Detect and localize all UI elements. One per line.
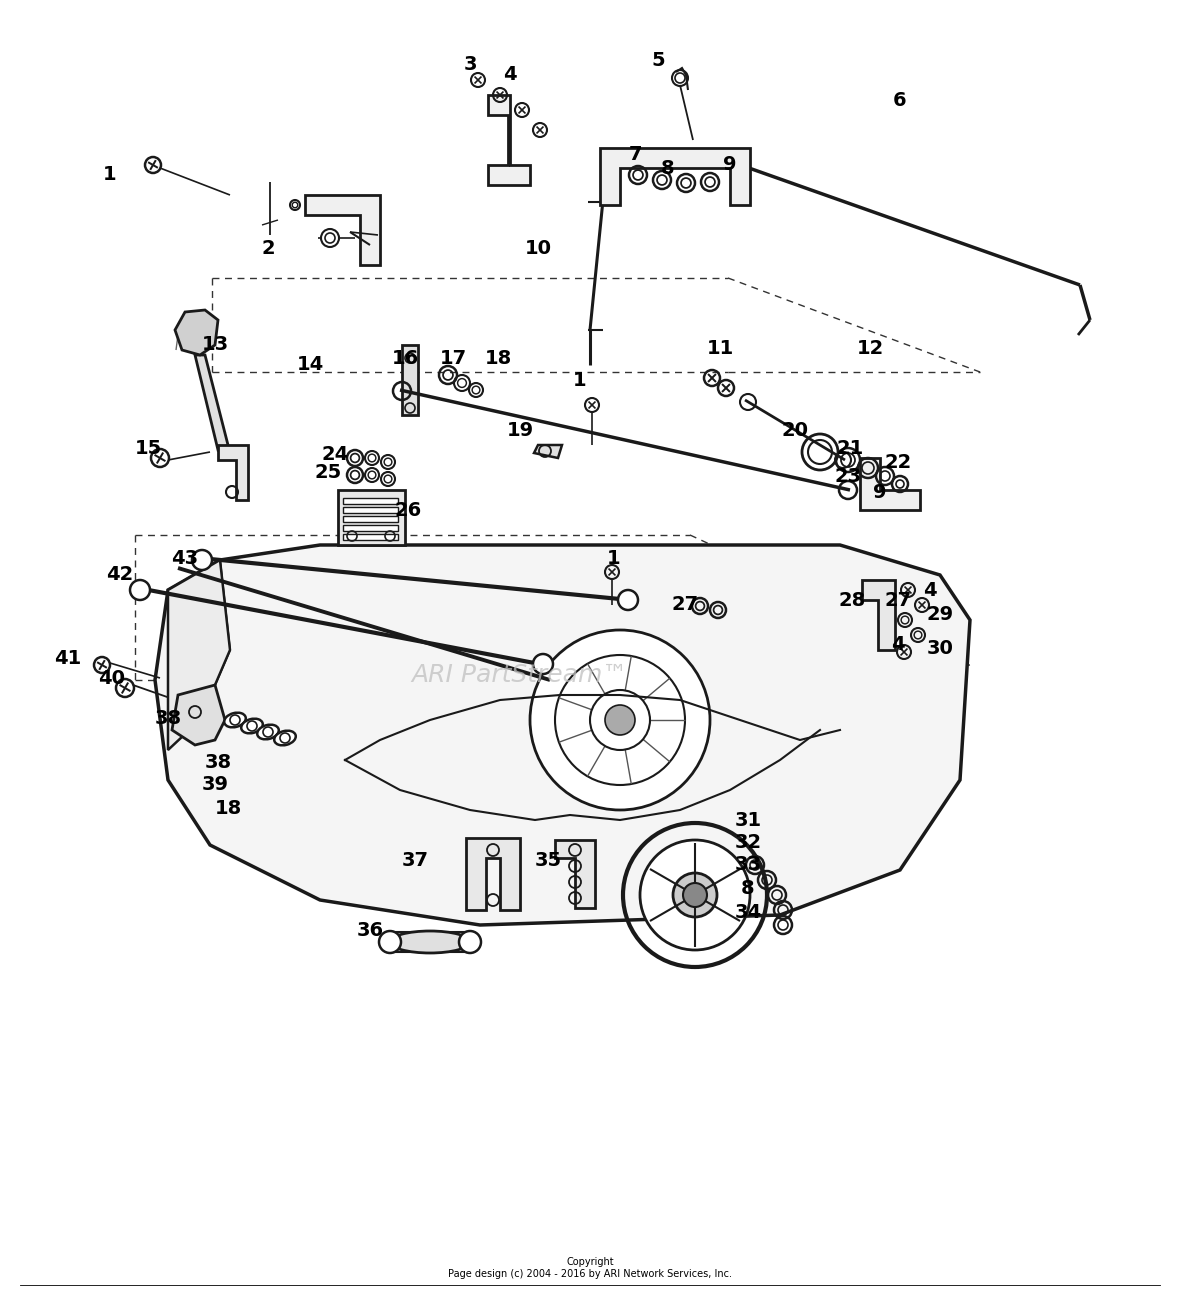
Circle shape [683, 883, 707, 907]
Text: 27: 27 [671, 596, 699, 614]
Text: 14: 14 [296, 355, 323, 375]
Text: 8: 8 [741, 879, 755, 897]
Polygon shape [555, 840, 595, 908]
Text: 1: 1 [573, 371, 586, 389]
Text: 32: 32 [734, 832, 761, 852]
Circle shape [459, 931, 481, 952]
Polygon shape [535, 445, 562, 458]
Bar [343, 525, 398, 531]
Text: 25: 25 [314, 464, 342, 482]
Polygon shape [466, 838, 520, 910]
Text: 37: 37 [401, 850, 428, 870]
Polygon shape [172, 685, 225, 745]
Text: 2: 2 [261, 238, 275, 258]
Text: 13: 13 [202, 335, 229, 355]
Text: 19: 19 [506, 421, 533, 439]
Text: 4: 4 [891, 635, 905, 655]
Text: ARI PartStream™: ARI PartStream™ [411, 663, 628, 686]
Polygon shape [337, 490, 405, 545]
Ellipse shape [257, 724, 278, 739]
Text: 12: 12 [857, 338, 884, 358]
Text: 41: 41 [54, 648, 81, 668]
Text: 20: 20 [781, 421, 808, 439]
Text: 4: 4 [503, 66, 517, 85]
Text: 36: 36 [356, 921, 384, 939]
Text: 15: 15 [135, 439, 162, 457]
Text: 18: 18 [215, 799, 242, 817]
Circle shape [321, 229, 339, 248]
Circle shape [533, 654, 553, 675]
Ellipse shape [391, 931, 470, 952]
Text: 31: 31 [734, 811, 761, 829]
Circle shape [673, 872, 717, 917]
Text: 35: 35 [535, 850, 562, 870]
Circle shape [192, 550, 212, 570]
Polygon shape [155, 545, 970, 925]
Circle shape [618, 590, 638, 610]
Text: 34: 34 [734, 903, 761, 921]
Polygon shape [218, 445, 248, 500]
Text: 9: 9 [873, 482, 886, 502]
Text: 9: 9 [723, 156, 736, 174]
Text: 42: 42 [106, 566, 133, 584]
Text: 7: 7 [629, 145, 643, 165]
Polygon shape [304, 195, 380, 265]
Text: 43: 43 [171, 549, 198, 567]
Text: 39: 39 [202, 776, 229, 794]
Text: 28: 28 [838, 591, 866, 609]
Text: 26: 26 [394, 500, 421, 520]
Text: 40: 40 [98, 668, 125, 688]
Circle shape [605, 705, 635, 735]
Circle shape [130, 580, 150, 600]
Text: 8: 8 [661, 159, 675, 177]
Text: 27: 27 [885, 591, 912, 609]
Circle shape [555, 655, 686, 785]
Text: 6: 6 [893, 90, 906, 110]
Text: 22: 22 [884, 452, 912, 472]
Text: 5: 5 [651, 51, 664, 69]
Circle shape [640, 840, 750, 950]
Text: 33: 33 [734, 855, 761, 875]
Text: 38: 38 [204, 752, 231, 772]
Text: 4: 4 [923, 580, 937, 600]
Text: 1: 1 [608, 549, 621, 567]
Polygon shape [860, 458, 920, 510]
Text: 16: 16 [392, 348, 419, 368]
Text: 30: 30 [926, 638, 953, 658]
Polygon shape [175, 310, 218, 355]
Text: 29: 29 [926, 605, 953, 625]
Text: Copyright
Page design (c) 2004 - 2016 by ARI Network Services, Inc.: Copyright Page design (c) 2004 - 2016 by… [448, 1258, 732, 1279]
Text: 1: 1 [103, 165, 117, 185]
Text: 11: 11 [707, 338, 734, 358]
Text: 17: 17 [439, 348, 466, 368]
Polygon shape [489, 96, 530, 185]
Circle shape [379, 931, 401, 952]
Polygon shape [168, 559, 230, 751]
Polygon shape [863, 580, 894, 650]
Text: 24: 24 [321, 445, 348, 465]
Polygon shape [195, 355, 228, 451]
Bar [343, 507, 398, 514]
Ellipse shape [241, 719, 263, 734]
Text: 21: 21 [837, 439, 864, 457]
Polygon shape [599, 148, 750, 204]
Bar [343, 498, 398, 504]
Text: 23: 23 [834, 468, 861, 486]
Text: 38: 38 [155, 709, 182, 727]
Text: 10: 10 [524, 238, 551, 258]
Text: 3: 3 [464, 55, 477, 73]
Bar [343, 516, 398, 521]
Polygon shape [402, 345, 418, 415]
Bar [343, 534, 398, 540]
Ellipse shape [274, 731, 296, 745]
Text: 18: 18 [484, 348, 512, 368]
Ellipse shape [224, 713, 245, 727]
Circle shape [530, 630, 710, 810]
